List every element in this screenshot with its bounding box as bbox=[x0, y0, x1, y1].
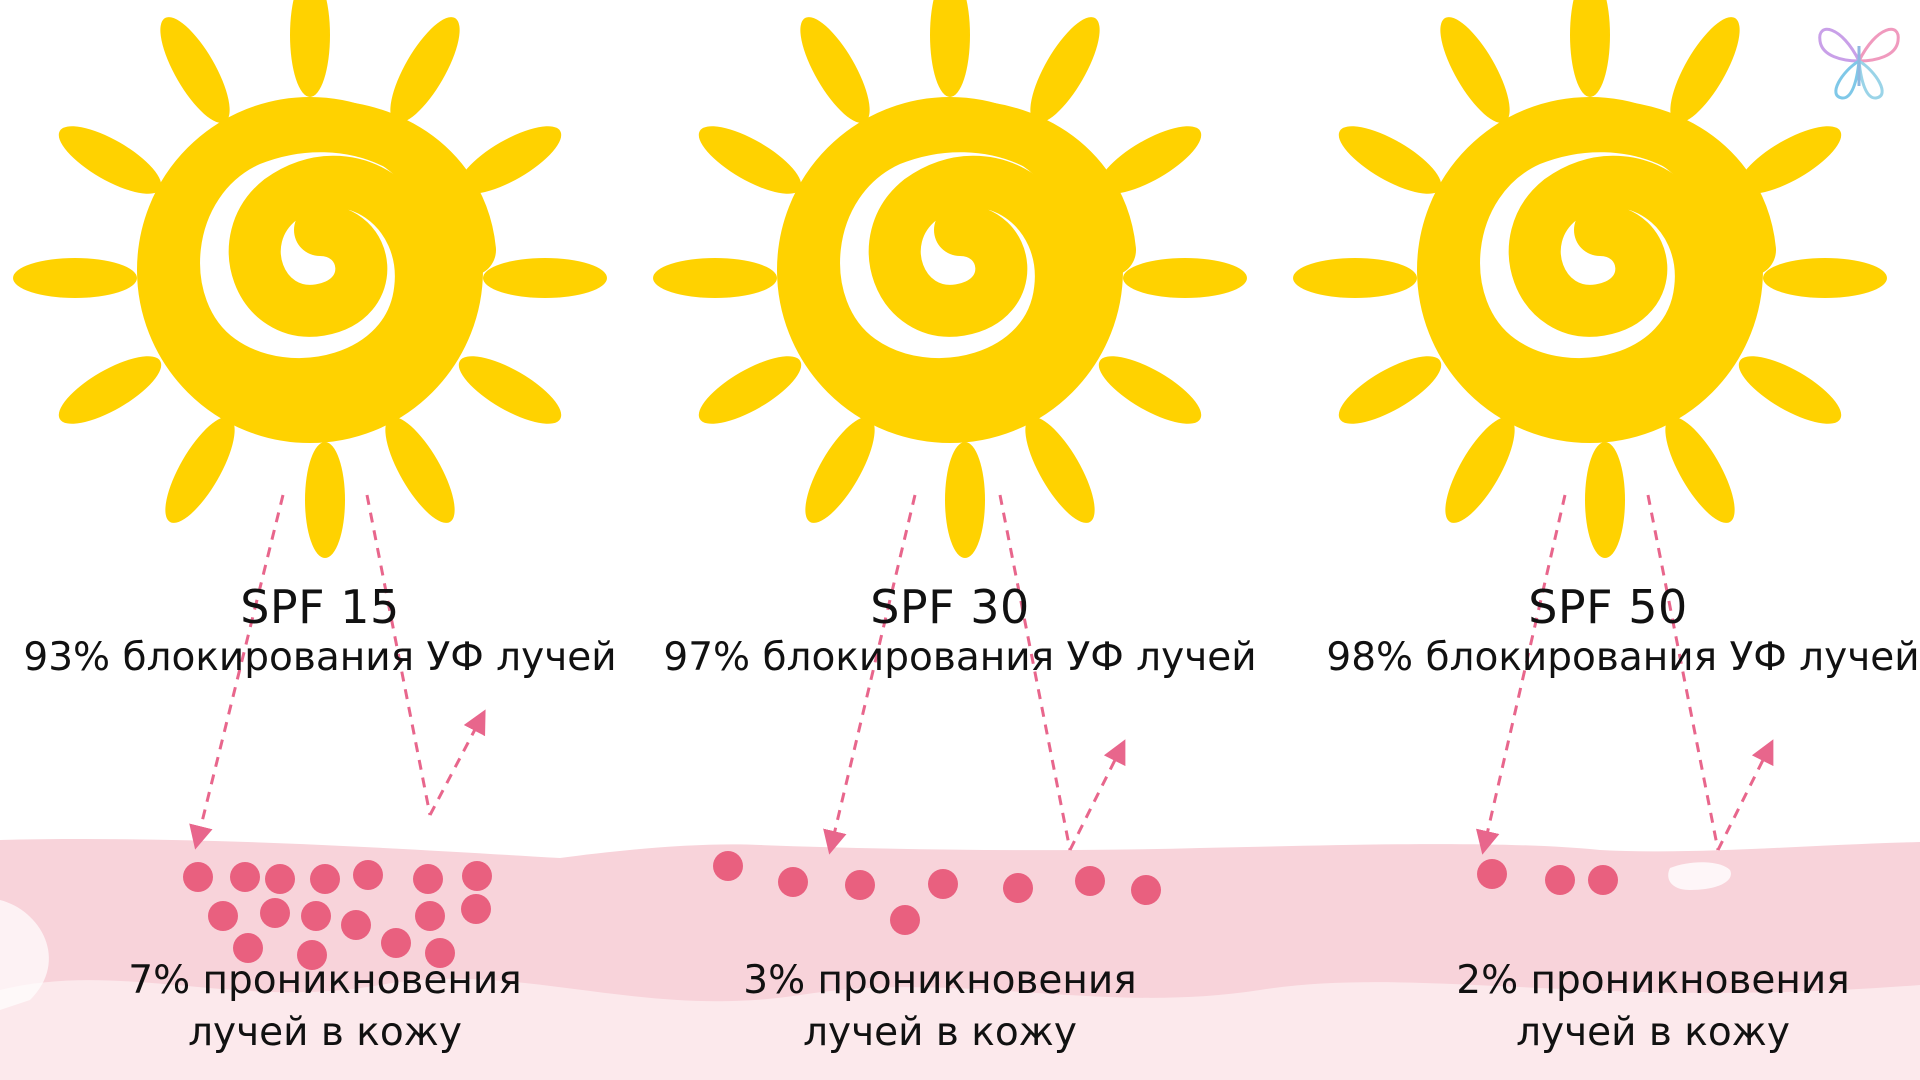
uv-arrows-spf30 bbox=[823, 494, 1126, 855]
uv-particle bbox=[928, 869, 958, 899]
sun-icon-spf50 bbox=[1293, 0, 1887, 558]
incoming-ray-arrow bbox=[823, 494, 917, 855]
spf30-penetration-line1: 3% проникновения bbox=[743, 958, 1137, 1003]
uv-particle bbox=[260, 898, 290, 928]
uv-arrows-spf15 bbox=[189, 494, 486, 850]
uv-particle bbox=[353, 860, 383, 890]
uv-particle bbox=[1003, 873, 1033, 903]
penetration-particles-spf50 bbox=[1477, 859, 1618, 895]
uv-particle bbox=[890, 905, 920, 935]
uv-particle bbox=[1131, 875, 1161, 905]
reflected-ray-in bbox=[1646, 494, 1720, 851]
uv-particle bbox=[230, 862, 260, 892]
sun-icon-spf30 bbox=[653, 0, 1247, 558]
uv-particle bbox=[233, 933, 263, 963]
incoming-ray-arrow bbox=[189, 494, 285, 850]
uv-particle bbox=[713, 851, 743, 881]
uv-particle bbox=[341, 910, 371, 940]
uv-particle bbox=[1477, 859, 1507, 889]
uv-particle bbox=[413, 864, 443, 894]
uv-particle bbox=[265, 864, 295, 894]
spf15-penetration-line2: лучей в кожу bbox=[188, 1010, 462, 1055]
reflected-ray-in bbox=[365, 494, 432, 816]
uv-particle bbox=[297, 940, 327, 970]
penetration-particles-spf30 bbox=[713, 851, 1161, 935]
incoming-ray-arrow bbox=[1475, 494, 1567, 855]
spf15-penetration-line1: 7% проникновения bbox=[128, 958, 522, 1003]
spf30-block-text: 97% блокирования УФ лучей bbox=[663, 635, 1257, 680]
uv-particle bbox=[1075, 866, 1105, 896]
uv-particle bbox=[845, 870, 875, 900]
uv-particle bbox=[208, 901, 238, 931]
spf50-title: SPF 50 bbox=[1528, 580, 1688, 634]
uv-particle bbox=[778, 867, 808, 897]
uv-particle bbox=[461, 894, 491, 924]
sun-icon-spf15 bbox=[13, 0, 607, 558]
reflected-ray-in bbox=[998, 494, 1072, 851]
uv-particle bbox=[301, 901, 331, 931]
reflected-ray-arrow bbox=[1068, 739, 1126, 851]
reflected-ray-arrow bbox=[1716, 739, 1774, 851]
uv-particle bbox=[1545, 865, 1575, 895]
uv-particle bbox=[462, 861, 492, 891]
spf50-penetration-line2: лучей в кожу bbox=[1516, 1010, 1790, 1055]
uv-particle bbox=[1588, 865, 1618, 895]
penetration-particles-spf15 bbox=[183, 860, 492, 970]
butterfly-logo-icon bbox=[1818, 27, 1900, 100]
spf50-penetration-line1: 2% проникновения bbox=[1456, 958, 1850, 1003]
spf15-block-text: 93% блокирования УФ лучей bbox=[23, 635, 617, 680]
uv-particle bbox=[381, 928, 411, 958]
uv-particle bbox=[183, 862, 213, 892]
uv-particle bbox=[310, 864, 340, 894]
reflected-ray-arrow bbox=[428, 709, 486, 816]
spf15-title: SPF 15 bbox=[240, 580, 400, 634]
uv-particle bbox=[415, 901, 445, 931]
uv-particle bbox=[425, 938, 455, 968]
spf30-title: SPF 30 bbox=[870, 580, 1030, 634]
spf50-block-text: 98% блокирования УФ лучей bbox=[1326, 635, 1920, 680]
uv-arrows-spf50 bbox=[1475, 494, 1774, 855]
spf30-penetration-line2: лучей в кожу bbox=[803, 1010, 1077, 1055]
